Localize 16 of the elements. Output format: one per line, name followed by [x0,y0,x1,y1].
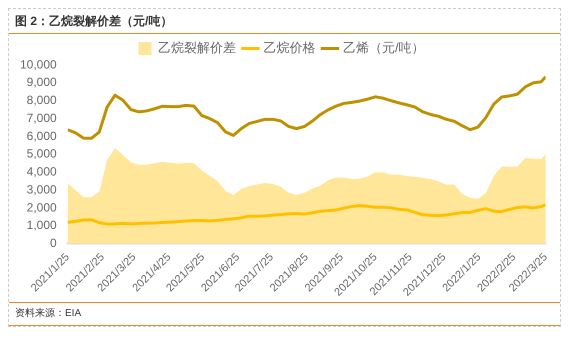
chart-title: 图 2：乙烷裂解价差（元/吨） [9,9,560,34]
y-tick-label: 9,000 [26,75,58,90]
y-tick-label: 10,000 [20,57,58,72]
legend-label: 乙烯（元/吨） [342,40,425,56]
y-tick-label: 6,000 [26,128,58,143]
text: 资料来源：EIA [9,302,560,326]
y-tick-label: 2,000 [26,200,58,214]
y-tick-label: 3,000 [26,182,58,196]
y-tick-label: 8,000 [26,93,58,108]
y-tick-label: 7,000 [26,110,58,125]
y-tick-label: 5,000 [26,146,58,161]
legend-label: 乙烷裂解价差 [158,40,236,56]
legend-label: 乙烷价格 [263,40,316,56]
y-tick-label: 1,000 [26,218,58,232]
y-tick-label: 4,000 [26,164,58,179]
y-tick-label: 0 [50,236,58,250]
